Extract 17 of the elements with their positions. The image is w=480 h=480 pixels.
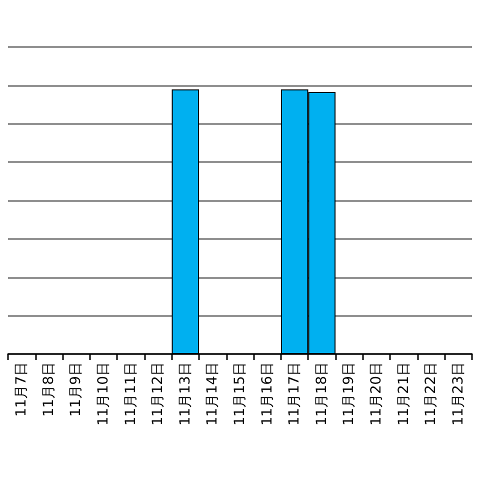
x-tick-label: 11月7日 — [14, 362, 30, 417]
x-tick-label: 11月17日 — [286, 362, 303, 426]
x-tick-label: 11月15日 — [232, 362, 248, 426]
x-tick-label: 11月23日 — [450, 362, 466, 426]
x-tick-label: 11月19日 — [341, 362, 358, 426]
x-tick-label: 11月20日 — [368, 362, 384, 426]
x-tick-label: 11月12日 — [150, 362, 166, 426]
x-tick-label: 11月16日 — [259, 362, 276, 426]
x-tick-label: 11月22日 — [423, 362, 440, 426]
x-tick-label: 11月10日 — [96, 362, 112, 426]
x-tick-label: 11月14日 — [204, 362, 221, 426]
x-tick-label: 11月18日 — [314, 362, 330, 426]
x-tick-label: 11月9日 — [68, 362, 84, 417]
x-tick-label: 11月13日 — [177, 362, 194, 426]
x-tick-label: 11月8日 — [40, 362, 57, 417]
x-tick-label: 11月11日 — [122, 362, 139, 426]
x-tick-label: 11月21日 — [396, 362, 412, 426]
